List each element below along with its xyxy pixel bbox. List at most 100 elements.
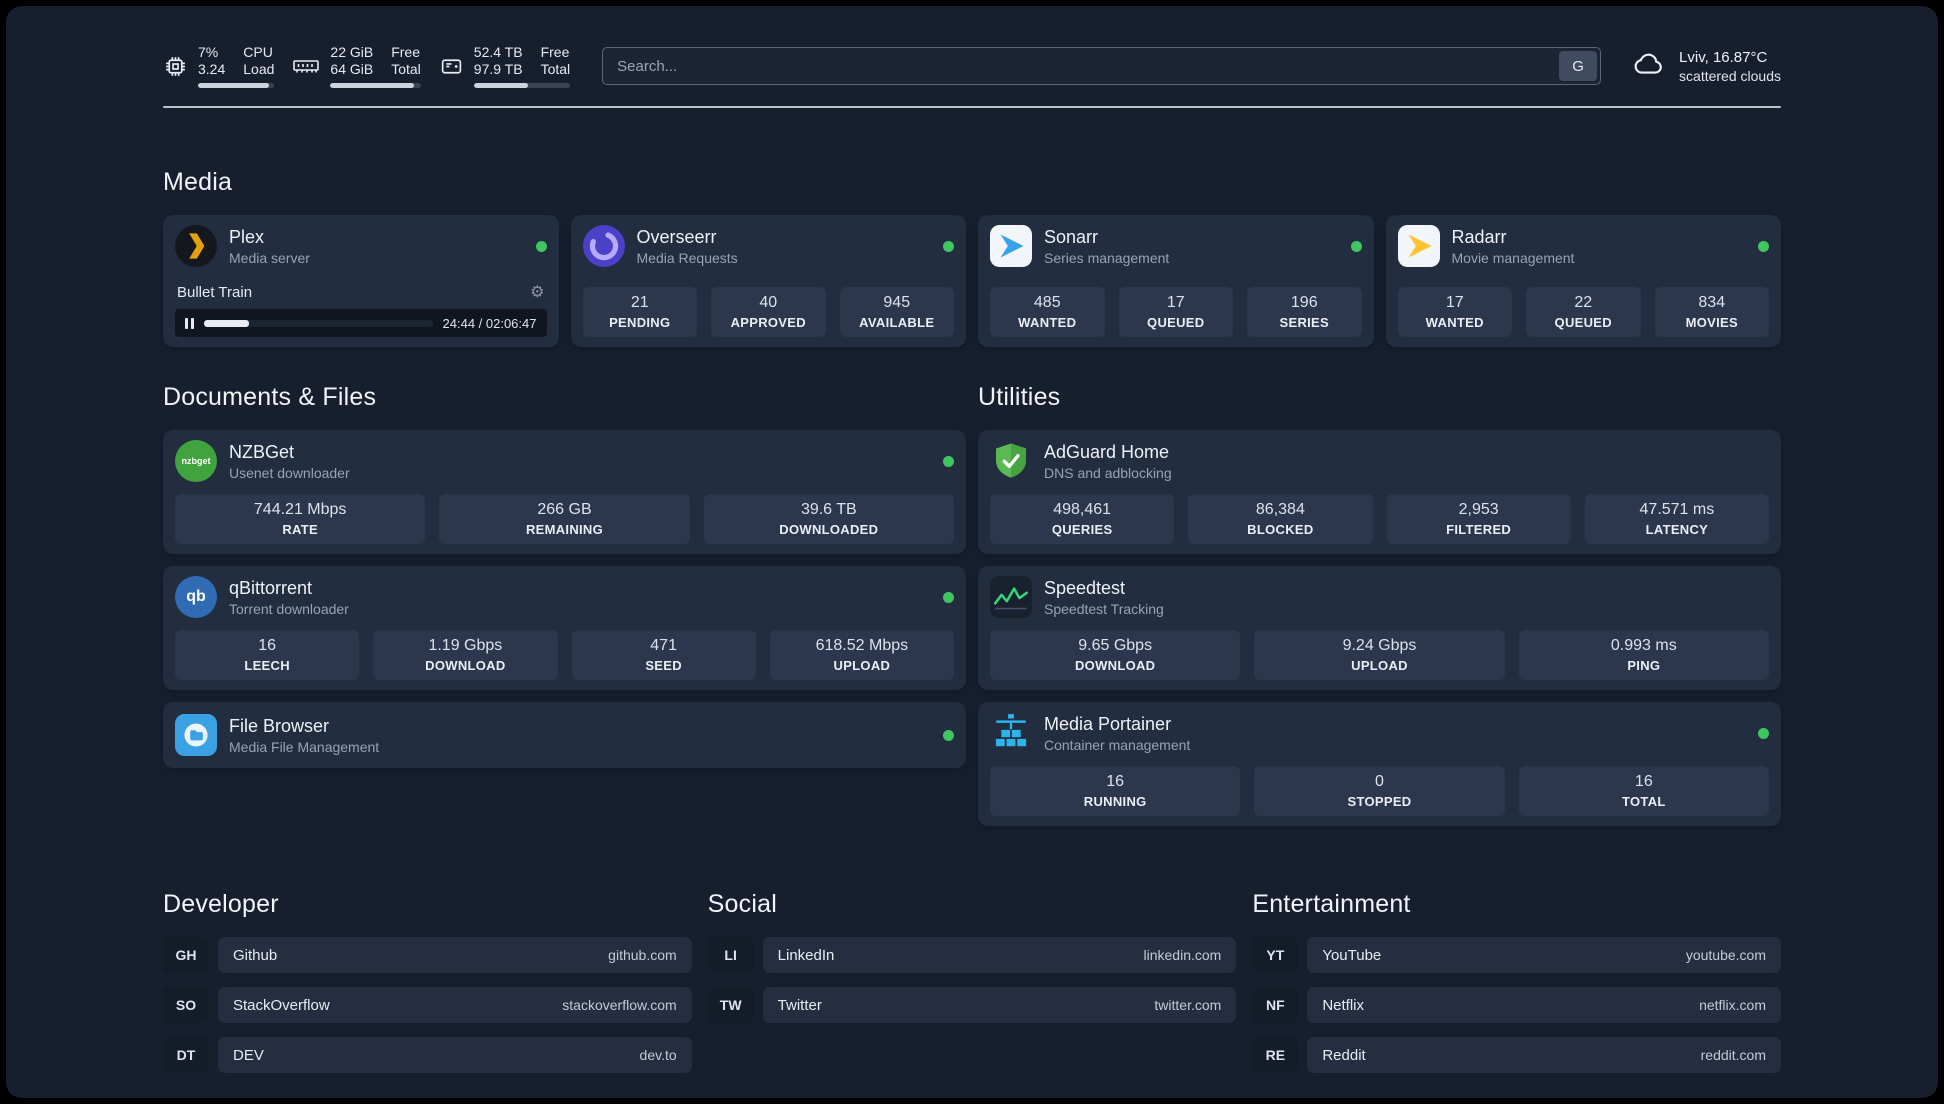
status-online-dot [1758,727,1769,739]
disk-usage-bar [473,83,571,88]
section-title-social: Social [707,890,777,918]
app-name: Plex [229,226,265,247]
app-subtitle: Usenet downloader [229,464,350,481]
section-title-media: Media [163,168,233,196]
app-subtitle: Torrent downloader [229,600,349,617]
bookmark-url: netflix.com [1699,997,1766,1013]
status-online-dot [1350,240,1362,252]
ram-metric: 22 GiB 64 GiB Free Total [292,44,421,88]
stat-tile: 471 SEED [571,630,756,680]
bookmark-github[interactable]: GH Github github.com [163,937,692,973]
app-card-radarr[interactable]: Radarr Movie management 17 WANTED 22 QUE… [1385,215,1781,347]
system-metrics: 7% 3.24 CPU Load [163,44,571,88]
overseerr-icon [582,225,625,267]
nzbget-icon: nzbget [175,440,217,482]
status-online-dot [535,240,547,252]
app-subtitle: Media Requests [636,249,738,266]
app-name: NZBGet [229,441,295,462]
ram-values: 22 GiB 64 GiB [330,44,374,77]
stat-tile: 40 APPROVED [711,287,826,337]
weather-widget: Lviv, 16.87°C scattered clouds [1629,47,1781,86]
bookmark-name: DEV [233,1046,264,1064]
app-name: AdGuard Home [1044,441,1170,462]
bookmark-url: stackoverflow.com [562,997,677,1013]
bookmark-linkedin[interactable]: LI LinkedIn linkedin.com [707,937,1237,973]
stat-tile: 266 GB REMAINING [439,494,690,544]
cloud-icon [1629,47,1667,86]
app-subtitle: Media File Management [229,738,380,755]
sonarr-icon [990,225,1032,267]
app-card-filebrowser[interactable]: File Browser Media File Management [163,702,966,768]
stat-tile: 16 TOTAL [1518,766,1769,816]
netflix-icon: NF [1252,987,1299,1023]
stat-tile: 1.19 Gbps DOWNLOAD [373,630,558,680]
disk-labels: Free Total [540,44,571,77]
app-subtitle: Series management [1044,249,1170,266]
bookmark-name: Netflix [1322,996,1365,1014]
filebrowser-icon [175,714,217,756]
disk-values: 52.4 TB 97.9 TB [473,44,523,77]
stat-tile: 196 SERIES [1247,287,1362,337]
app-card-sonarr[interactable]: Sonarr Series management 485 WANTED 17 Q… [978,215,1374,347]
bookmark-url: youtube.com [1685,947,1766,963]
linkedin-icon: LI [707,937,754,973]
status-online-dot [1758,240,1769,252]
stat-tile: 16 LEECH [175,630,360,680]
stat-tile: 9.65 Gbps DOWNLOAD [990,630,1241,680]
stat-tile: 9.24 Gbps UPLOAD [1254,630,1505,680]
stat-tile: 17 WANTED [1397,287,1512,337]
bookmarks-grid: Developer GH Github github.com SO StackO… [163,826,1781,1087]
app-card-plex[interactable]: Plex Media server Bullet Train ⚙ [163,215,559,347]
top-bar: 7% 3.24 CPU Load [163,44,1781,88]
bookmark-url: dev.to [639,1047,677,1063]
app-card-qbittorrent[interactable]: qb qBittorrent Torrent downloader 16 [163,566,966,690]
dashboard: 7% 3.24 CPU Load [6,6,1938,1098]
cpu-metric: 7% 3.24 CPU Load [163,44,275,88]
search-input[interactable] [602,47,1602,85]
bookmark-name: LinkedIn [777,946,835,964]
app-name: Media Portainer [1044,713,1172,734]
app-card-nzbget[interactable]: nzbget NZBGet Usenet downloader 744.21 M… [163,430,966,554]
stackoverflow-icon: SO [163,987,209,1023]
player-progress-track [204,319,433,327]
player-progress-fill [204,319,249,327]
app-card-overseerr[interactable]: Overseerr Media Requests 21 PENDING 40 A… [570,215,966,347]
radarr-icon [1397,225,1440,267]
app-card-adguard[interactable]: AdGuard Home DNS and adblocking 498,461 … [978,430,1781,554]
bookmark-stackoverflow[interactable]: SO StackOverflow stackoverflow.com [163,987,692,1023]
adguard-shield-icon [990,440,1032,482]
status-online-dot [943,729,954,741]
stat-tile: 47.571 ms LATENCY [1584,494,1769,544]
youtube-icon: YT [1252,937,1299,973]
search-engine-button[interactable]: G [1559,51,1598,81]
bookmark-twitter[interactable]: TW Twitter twitter.com [707,987,1237,1023]
player-settings-gear-icon[interactable]: ⚙ [530,283,545,301]
bookmark-dev[interactable]: DT DEV dev.to [163,1037,692,1073]
weather-location: Lviv, 16.87°C [1679,48,1768,66]
stat-tile: 22 QUEUED [1526,287,1641,337]
app-card-speedtest[interactable]: Speedtest Speedtest Tracking 9.65 Gbps D… [978,566,1781,690]
player-progress-bar[interactable]: 24:44 / 02:06:47 [175,309,547,337]
twitter-icon: TW [707,987,754,1023]
app-subtitle: Media server [229,249,310,266]
section-title-documents: Documents & Files [163,383,377,411]
stat-tile: 16 RUNNING [990,766,1241,816]
stat-tile: 834 MOVIES [1654,287,1769,337]
bookmark-reddit[interactable]: RE Reddit reddit.com [1252,1037,1781,1073]
section-title-developer: Developer [163,890,279,918]
app-name: Speedtest [1044,577,1126,598]
github-icon: GH [163,937,209,973]
bookmark-url: reddit.com [1700,1047,1766,1063]
weather-condition: scattered clouds [1679,67,1781,84]
stat-tile: 618.52 Mbps UPLOAD [769,630,954,680]
app-card-portainer[interactable]: Media Portainer Container management 16 … [978,702,1781,826]
pause-icon[interactable] [185,317,194,329]
bookmark-youtube[interactable]: YT YouTube youtube.com [1252,937,1781,973]
bookmark-netflix[interactable]: NF Netflix netflix.com [1252,987,1781,1023]
stat-tile: 485 WANTED [990,287,1105,337]
app-subtitle: Movie management [1451,249,1575,266]
stat-tile: 498,461 QUERIES [990,494,1175,544]
app-subtitle: Container management [1044,736,1191,753]
stat-tile: 2,953 FILTERED [1386,494,1571,544]
stat-tile: 86,384 BLOCKED [1188,494,1373,544]
